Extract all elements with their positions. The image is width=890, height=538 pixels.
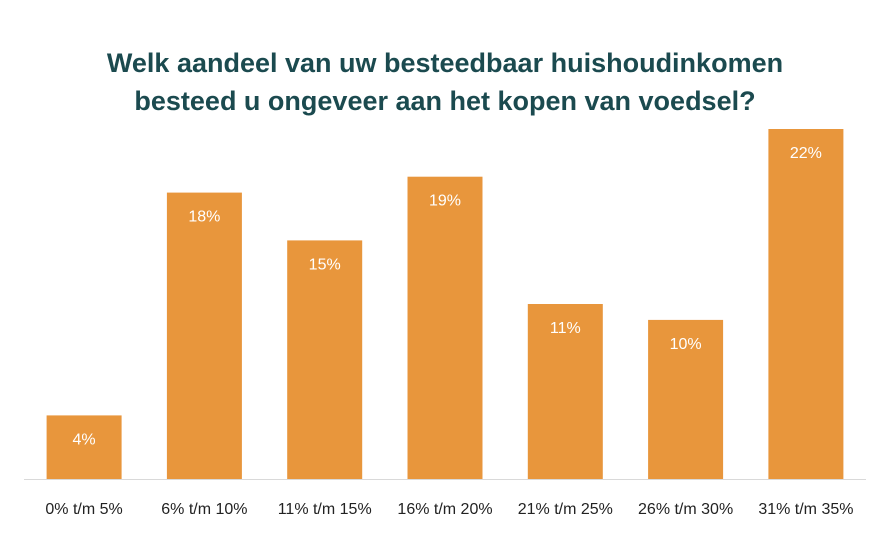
chart-title-line-1: Welk aandeel van uw besteedbaar huishoud… [106, 48, 784, 78]
bar-6 [768, 129, 844, 479]
bar-0 [46, 415, 122, 479]
bar-1 [166, 192, 242, 479]
value-label-2: 15% [309, 256, 341, 273]
bar-5 [648, 319, 724, 479]
value-label-3: 19% [429, 193, 461, 210]
category-label-5: 26% t/m 30% [638, 501, 733, 518]
value-label-0: 4% [73, 431, 96, 448]
category-label-1: 6% t/m 10% [161, 501, 247, 518]
value-label-5: 10% [670, 336, 702, 353]
chart-title-line-2: besteed u ongeveer aan het kopen van voe… [134, 86, 756, 116]
value-label-6: 22% [790, 145, 822, 162]
bar-2 [287, 240, 363, 479]
chart-title: Welk aandeel van uw besteedbaar huishoud… [0, 44, 890, 120]
category-label-3: 16% t/m 20% [397, 501, 492, 518]
value-label-1: 18% [188, 209, 220, 226]
category-label-0: 0% t/m 5% [45, 501, 122, 518]
category-label-6: 31% t/m 35% [758, 501, 853, 518]
bar-3 [407, 176, 483, 479]
category-label-4: 21% t/m 25% [518, 501, 613, 518]
category-labels-group: 0% t/m 5% 6% t/m 10% 11% t/m 15% 16% t/m 20… [45, 501, 853, 518]
bar-4 [527, 304, 603, 479]
value-labels-group: 4% 18% 15% 19% 11% 10% 22% [73, 145, 822, 448]
category-label-2: 11% t/m 15% [278, 501, 372, 518]
value-label-4: 11% [550, 320, 581, 337]
bars-group [46, 129, 844, 479]
